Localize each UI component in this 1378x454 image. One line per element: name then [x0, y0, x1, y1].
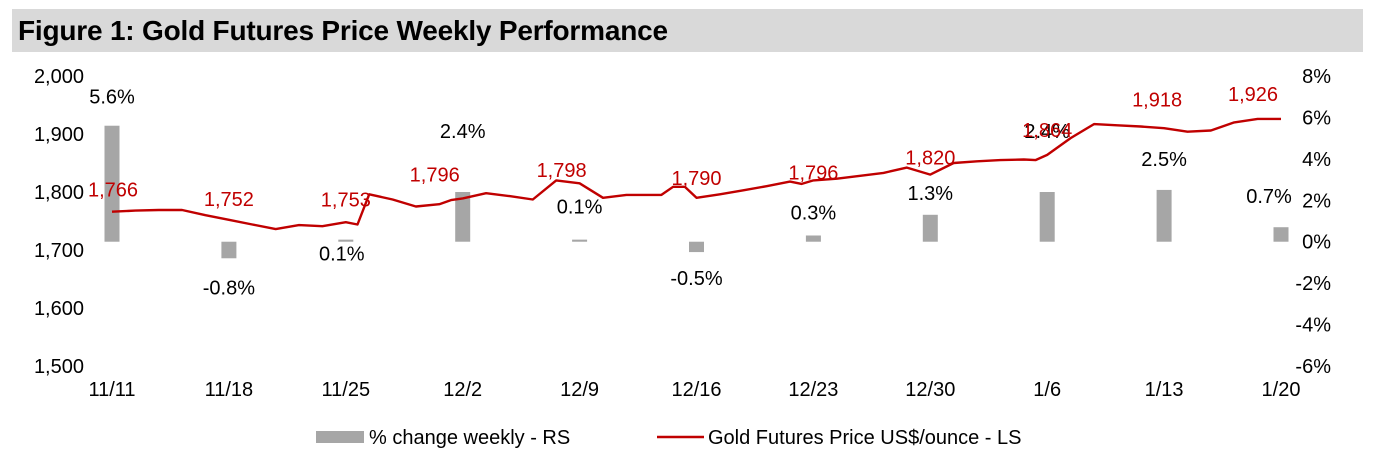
bar-label-12-30: 1.3%	[908, 183, 954, 205]
right-tick-8: 8%	[1302, 66, 1331, 88]
bar-label-11-25: 0.1%	[319, 244, 365, 266]
left-tick-2000: 2,000	[34, 66, 84, 88]
price-label-11-11: 1,766	[88, 180, 138, 202]
chart-title: Figure 1: Gold Futures Price Weekly Perf…	[18, 15, 668, 46]
x-axis: 11/11 11/18 11/25 12/2 12/9 12/16 12/23 12/30 1/…	[88, 379, 1300, 401]
price-label-12-30: 1,820	[905, 147, 955, 169]
price-label-12-2: 1,796	[410, 164, 460, 186]
bar-label-12-9: 0.1%	[557, 197, 603, 219]
price-line-series	[111, 117, 1281, 231]
price-label-1-13: 1,918	[1132, 90, 1182, 112]
bar-1-20	[1273, 227, 1289, 242]
x-tick-11-18: 11/18	[205, 379, 254, 401]
right-tick-4: 4%	[1302, 149, 1331, 171]
price-line	[111, 117, 1281, 231]
title-bar: Figure 1: Gold Futures Price Weekly Perf…	[12, 9, 1363, 52]
x-tick-12-16: 12/16	[671, 379, 721, 401]
x-tick-11-25: 11/25	[322, 379, 371, 401]
right-axis: -6% -4% -2% 0% 2% 4% 6% 8%	[1295, 66, 1331, 378]
bar-label-11-11: 5.6%	[89, 87, 135, 109]
bar-label-11-18: -0.8%	[203, 277, 255, 299]
price-label-1-20: 1,926	[1228, 84, 1278, 106]
bar-12-16	[689, 241, 704, 253]
price-label-12-9: 1,798	[537, 160, 587, 182]
price-label-1-6: 1,864	[1022, 120, 1072, 142]
right-tick-neg2: -2%	[1295, 273, 1331, 295]
x-tick-1-6: 1/6	[1033, 379, 1061, 401]
legend: % change weekly - RS Gold Futures Price U…	[316, 427, 1021, 449]
bar-data-labels: 5.6% -0.8% 0.1% 2.4% 0.1% -0.5% 0.3% 1.3% 2.4% 2.…	[89, 87, 1292, 300]
left-tick-1600: 1,600	[34, 298, 84, 320]
price-label-12-16: 1,790	[671, 168, 721, 190]
bar-12-23	[805, 235, 821, 242]
legend-bar-label: % change weekly - RS	[369, 427, 570, 449]
bar-12-30	[922, 214, 938, 242]
bar-label-1-20: 0.7%	[1246, 186, 1292, 208]
price-label-11-25: 1,753	[321, 189, 371, 211]
left-axis: 1,500 1,600 1,700 1,800 1,900 2,000	[34, 66, 84, 378]
bar-12-9	[572, 239, 588, 242]
x-tick-12-23: 12/23	[788, 379, 838, 401]
bar-label-1-13: 2.5%	[1141, 149, 1187, 171]
bar-1-13	[1156, 189, 1172, 242]
x-tick-12-2: 12/2	[443, 379, 482, 401]
legend-line-label: Gold Futures Price US$/ounce - LS	[708, 427, 1021, 449]
bar-label-1-6: 2.4%	[1024, 121, 1070, 143]
bar-1-6	[1039, 192, 1055, 242]
bar-12-2	[455, 192, 471, 242]
left-tick-1900: 1,900	[34, 124, 84, 146]
left-tick-1800: 1,800	[34, 182, 84, 204]
x-tick-11-11: 11/11	[88, 379, 135, 401]
right-tick-0: 0%	[1302, 232, 1331, 254]
bar-11-18	[221, 241, 237, 259]
price-label-11-18: 1,752	[204, 189, 254, 211]
left-tick-1700: 1,700	[34, 240, 84, 262]
left-tick-1500: 1,500	[34, 356, 84, 378]
bar-label-12-2: 2.4%	[440, 121, 486, 143]
x-tick-12-30: 12/30	[905, 379, 955, 401]
right-tick-2: 2%	[1302, 190, 1331, 212]
right-tick-6: 6%	[1302, 107, 1331, 129]
bar-label-12-23: 0.3%	[791, 203, 837, 225]
right-tick-neg6: -6%	[1295, 356, 1331, 378]
legend-bar-swatch	[316, 431, 364, 443]
x-tick-1-13: 1/13	[1145, 379, 1184, 401]
bar-label-12-16: -0.5%	[670, 268, 722, 290]
price-data-labels: 1,766 1,752 1,753 1,796 1,798 1,790 1,796 1,820…	[88, 84, 1278, 211]
x-tick-12-9: 12/9	[560, 379, 599, 401]
bar-11-25	[338, 239, 354, 242]
right-tick-neg4: -4%	[1295, 315, 1331, 337]
x-tick-1-20: 1/20	[1262, 379, 1301, 401]
price-label-12-23: 1,796	[788, 162, 838, 184]
bar-series	[104, 125, 1289, 259]
